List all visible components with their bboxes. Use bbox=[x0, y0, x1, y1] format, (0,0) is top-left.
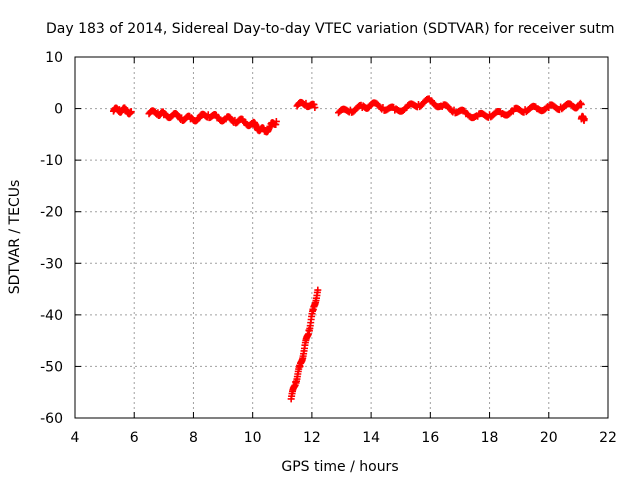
data-segment bbox=[335, 95, 585, 122]
data-point bbox=[272, 117, 280, 125]
x-tick-label: 20 bbox=[540, 430, 558, 446]
plot-frame bbox=[74, 56, 609, 419]
x-tick-label: 4 bbox=[71, 430, 80, 446]
x-tick-label: 14 bbox=[362, 430, 380, 446]
data-segment bbox=[287, 286, 322, 403]
y-tick-label: -50 bbox=[40, 359, 63, 375]
x-tick-label: 10 bbox=[244, 430, 262, 446]
y-tick-label: 0 bbox=[54, 102, 63, 118]
y-tick-label: -20 bbox=[40, 205, 63, 221]
y-tick-label: 10 bbox=[45, 50, 63, 66]
axis-ticks: 4 6 8 10 12 14 16 18 20 22 10 0 -10 -20 -30 -40 -50 -60 bbox=[40, 50, 617, 446]
y-tick-label: -40 bbox=[40, 308, 63, 324]
chart-title: Day 183 of 2014, Sidereal Day-to-day VTE… bbox=[46, 21, 615, 37]
data-segment bbox=[293, 98, 319, 112]
data-point bbox=[127, 108, 135, 116]
data-segment bbox=[577, 112, 588, 124]
x-tick-label: 18 bbox=[481, 430, 499, 446]
x-tick-label: 22 bbox=[599, 430, 617, 446]
data-point bbox=[314, 286, 322, 294]
x-tick-label: 12 bbox=[303, 430, 321, 446]
data-segment bbox=[109, 104, 135, 118]
grid-lines bbox=[75, 57, 608, 418]
y-tick-label: -30 bbox=[40, 256, 63, 272]
data-segment bbox=[145, 107, 280, 136]
x-axis-label: GPS time / hours bbox=[281, 459, 398, 475]
data-point bbox=[576, 99, 584, 107]
data-point bbox=[580, 115, 588, 123]
data-point bbox=[311, 104, 319, 112]
y-tick-label: -10 bbox=[40, 153, 63, 169]
x-tick-label: 8 bbox=[189, 430, 198, 446]
x-tick-label: 6 bbox=[130, 430, 139, 446]
data-point bbox=[577, 100, 585, 108]
data-points bbox=[109, 95, 588, 403]
x-tick-label: 16 bbox=[421, 430, 439, 446]
y-tick-label: -60 bbox=[40, 411, 63, 427]
y-axis-label: SDTVAR / TECUs bbox=[7, 180, 23, 295]
